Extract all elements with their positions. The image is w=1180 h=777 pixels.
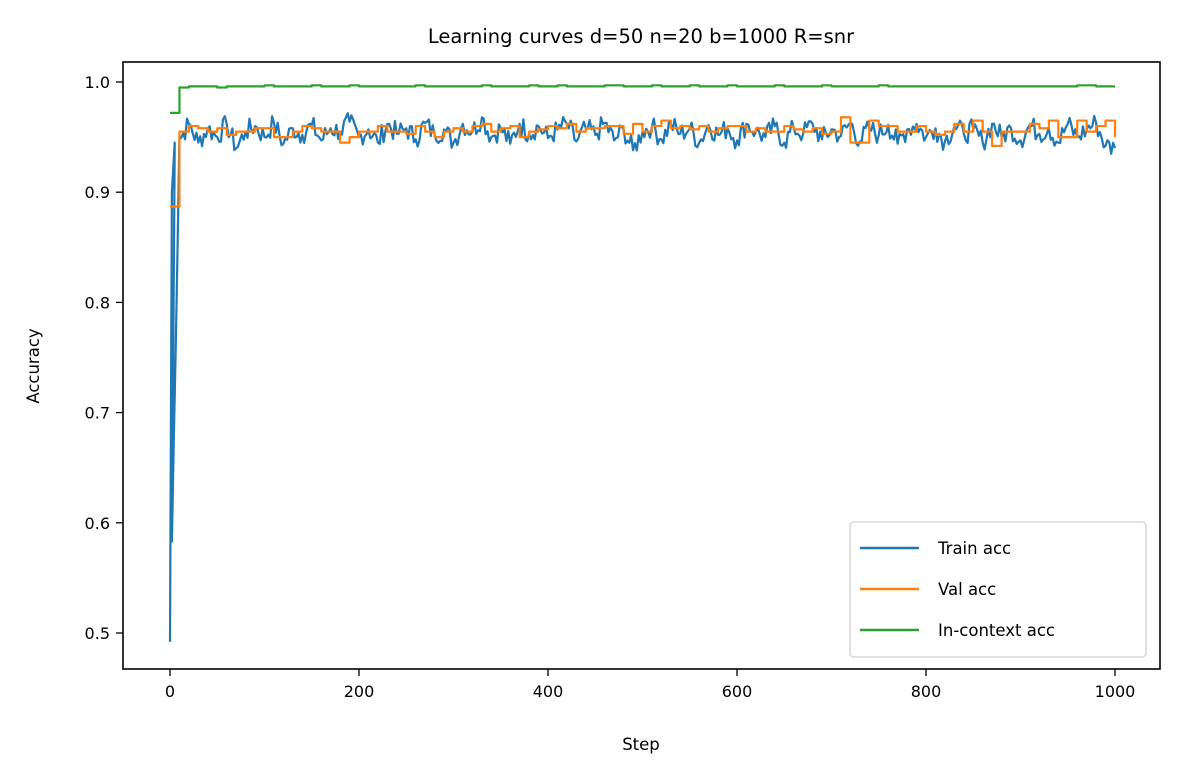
x-tick-label: 400 xyxy=(533,682,564,701)
legend-label: In-context acc xyxy=(938,621,1055,640)
legend: Train acc Val acc In-context acc xyxy=(849,521,1147,658)
x-tick-label: 0 xyxy=(165,682,175,701)
axes-frame xyxy=(122,61,1161,670)
y-tick-label: 0.5 xyxy=(85,624,110,643)
legend-label: Train acc xyxy=(937,539,1011,558)
in-context-accline xyxy=(170,84,1115,114)
x-tick-label: 200 xyxy=(344,682,375,701)
y-axis-ticks: 0.5 0.6 0.7 0.8 0.9 1.0 xyxy=(85,73,123,643)
y-tick-label: 0.8 xyxy=(85,293,110,312)
y-tick-label: 0.7 xyxy=(85,404,110,423)
plot-area xyxy=(168,84,1117,642)
x-tick-label: 1000 xyxy=(1095,682,1136,701)
x-axis-label: Step xyxy=(622,735,660,754)
x-axis-ticks: 0 200 400 600 800 1000 xyxy=(165,669,1135,701)
y-tick-label: 1.0 xyxy=(85,73,110,92)
chart-title: Learning curves d=50 n=20 b=1000 R=snr xyxy=(428,25,855,48)
legend-box xyxy=(849,521,1147,658)
val-accline xyxy=(170,116,1117,208)
x-tick-label: 800 xyxy=(911,682,942,701)
x-tick-label: 600 xyxy=(722,682,753,701)
y-axis-label: Accuracy xyxy=(24,328,43,404)
legend-label: Val acc xyxy=(938,580,996,599)
y-tick-label: 0.6 xyxy=(85,514,110,533)
y-tick-label: 0.9 xyxy=(85,183,110,202)
